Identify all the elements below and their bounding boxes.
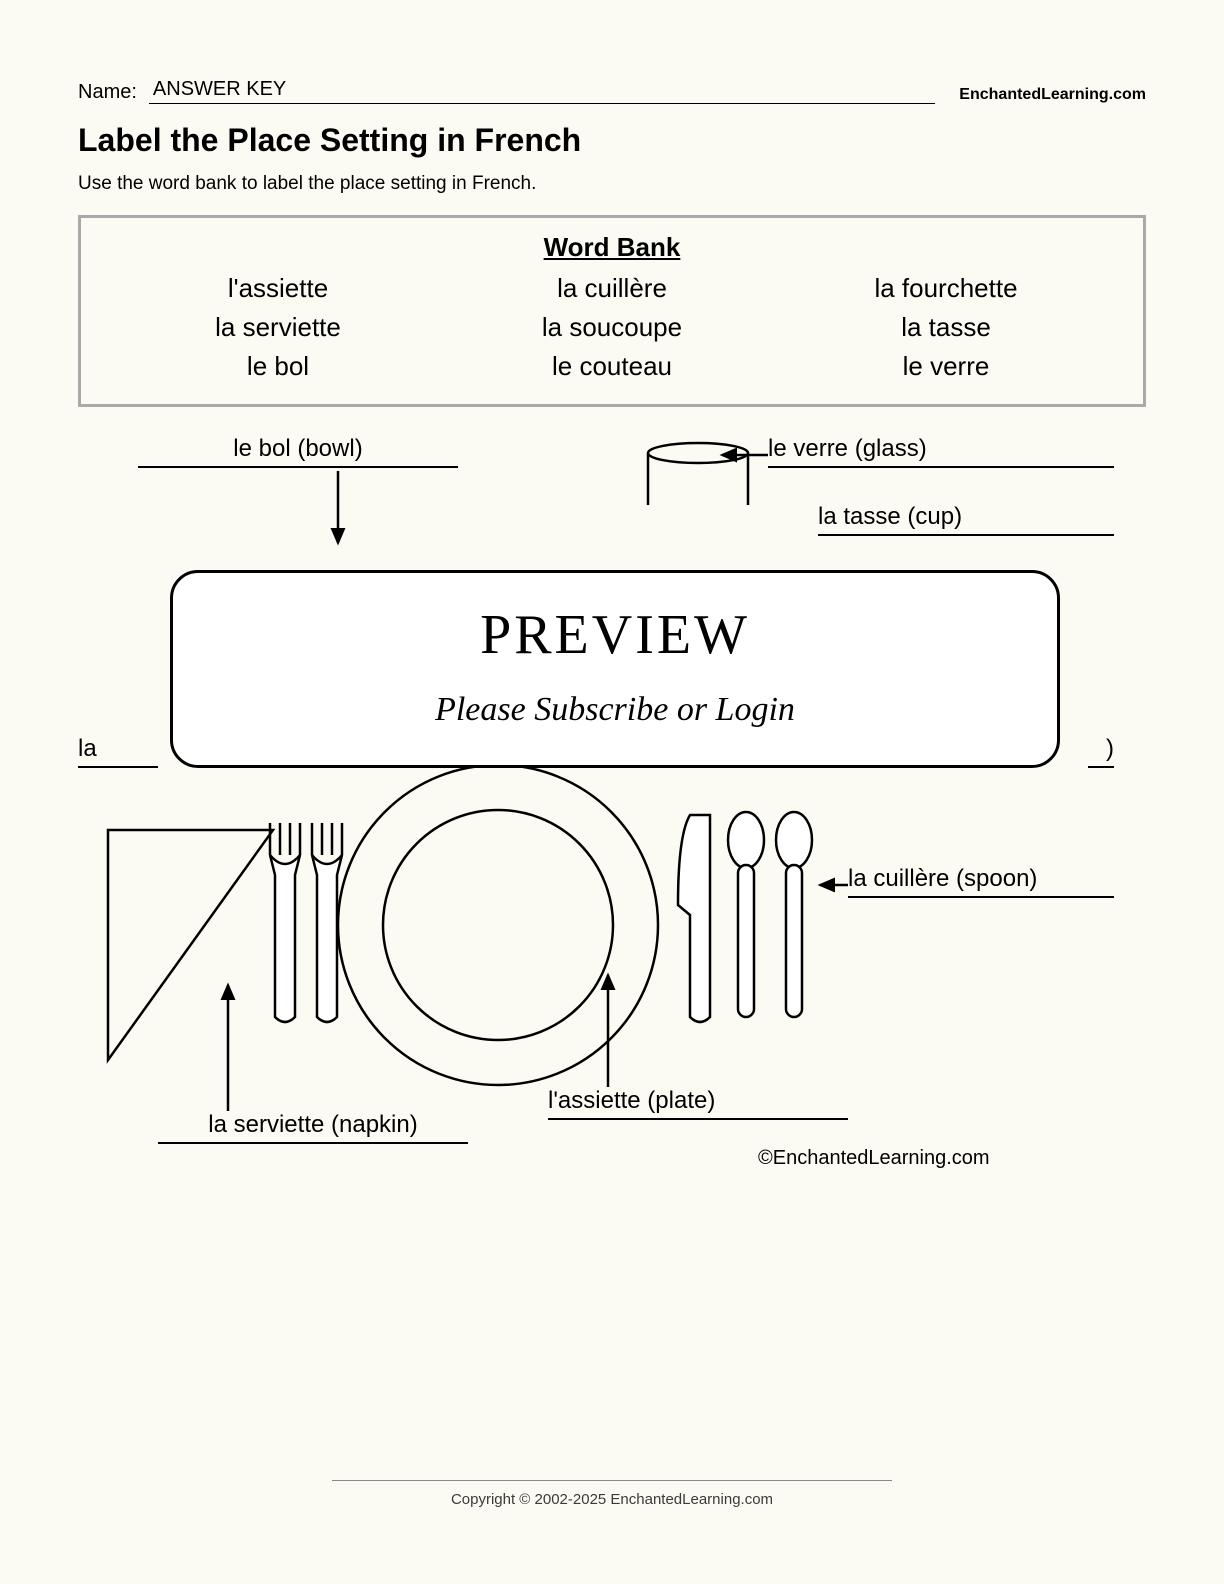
- word-bank-item: le bol: [111, 351, 445, 382]
- label-fork-partial: la: [78, 735, 158, 768]
- diagram: le bol (bowl) le verre (glass) la tasse …: [78, 435, 1146, 1215]
- footer-copyright: Copyright © 2002-2025 EnchantedLearning.…: [451, 1491, 773, 1508]
- footer-divider: [332, 1480, 892, 1481]
- word-bank-grid: l'assiette la cuillère la fourchette la …: [111, 273, 1113, 382]
- word-bank-item: la soucoupe: [445, 312, 779, 343]
- name-value: ANSWER KEY: [149, 78, 935, 104]
- napkin-shape: [108, 830, 273, 1060]
- label-napkin: la serviette (napkin): [158, 1111, 468, 1144]
- word-bank-item: la tasse: [779, 312, 1113, 343]
- word-bank-item: le verre: [779, 351, 1113, 382]
- worksheet-title: Label the Place Setting in French: [78, 122, 1146, 159]
- name-field: Name: ANSWER KEY: [78, 78, 935, 104]
- knife-shape: [678, 815, 710, 1022]
- page-footer: Copyright © 2002-2025 EnchantedLearning.…: [0, 1480, 1224, 1508]
- label-plate: l'assiette (plate): [548, 1087, 848, 1120]
- word-bank-item: la fourchette: [779, 273, 1113, 304]
- word-bank: Word Bank l'assiette la cuillère la four…: [78, 215, 1146, 407]
- preview-title: PREVIEW: [213, 603, 1017, 667]
- header-row: Name: ANSWER KEY EnchantedLearning.com: [78, 78, 1146, 104]
- label-glass: le verre (glass): [768, 435, 1114, 468]
- label-cup: la tasse (cup): [818, 503, 1114, 536]
- site-name: EnchantedLearning.com: [959, 86, 1146, 104]
- word-bank-item: le couteau: [445, 351, 779, 382]
- preview-overlay: PREVIEW Please Subscribe or Login: [170, 570, 1060, 768]
- word-bank-item: la cuillère: [445, 273, 779, 304]
- word-bank-item: la serviette: [111, 312, 445, 343]
- plate-shape: [338, 765, 658, 1085]
- name-label: Name:: [78, 81, 137, 104]
- diagram-copyright: ©EnchantedLearning.com: [758, 1147, 990, 1170]
- spoon-shapes: [728, 812, 812, 1017]
- glass-shape: [648, 443, 748, 505]
- word-bank-item: l'assiette: [111, 273, 445, 304]
- label-knife-partial: ): [1088, 735, 1114, 768]
- label-spoon: la cuillère (spoon): [848, 865, 1114, 898]
- word-bank-title: Word Bank: [111, 232, 1113, 263]
- label-bowl: le bol (bowl): [138, 435, 458, 468]
- instructions: Use the word bank to label the place set…: [78, 173, 1146, 195]
- preview-subtitle: Please Subscribe or Login: [213, 691, 1017, 729]
- fork-shapes: [270, 823, 342, 1022]
